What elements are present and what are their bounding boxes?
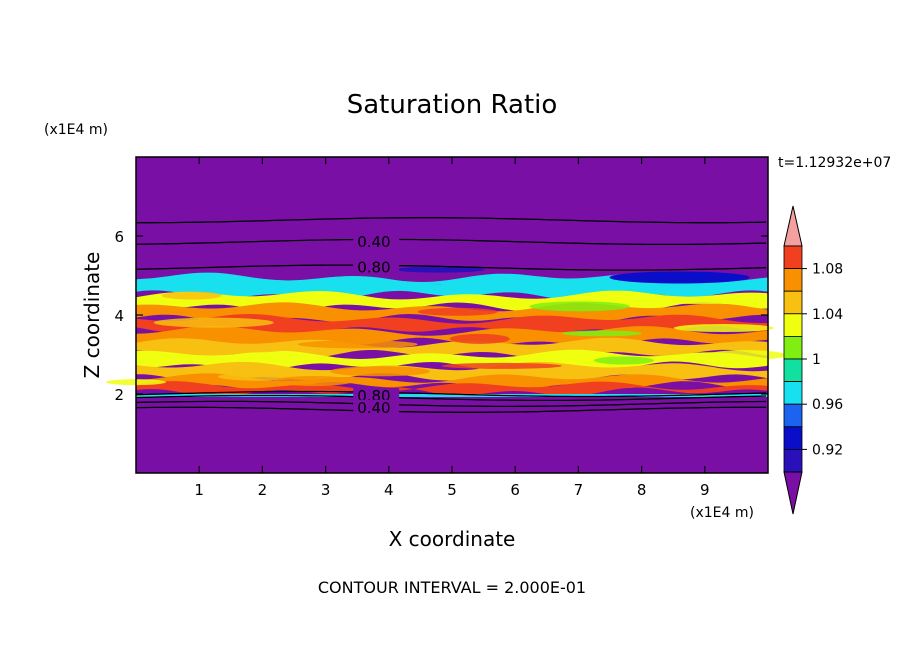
saturation-streak xyxy=(161,291,222,300)
y-tick-label: 4 xyxy=(114,307,124,325)
contour-label-bg xyxy=(353,399,400,414)
contour-label: 0.40 xyxy=(357,233,390,251)
contour-label-bg xyxy=(353,387,400,402)
contour-line xyxy=(135,390,767,398)
colorbar-box xyxy=(783,381,803,405)
chart-title: Saturation Ratio xyxy=(347,90,558,120)
y-unit-label: (x1E4 m) xyxy=(44,122,108,138)
contour-line xyxy=(136,217,767,224)
x-tick-label: 3 xyxy=(321,481,331,499)
x-axis-label: X coordinate xyxy=(389,527,516,551)
dry-pocket xyxy=(609,271,750,284)
contour-label-bg xyxy=(353,259,400,274)
x-tick-label: 4 xyxy=(384,481,394,499)
contour-line xyxy=(135,394,767,402)
x-tick-label: 7 xyxy=(574,481,584,499)
cloud-base-fringe xyxy=(136,394,768,397)
colorbar-tick-label: 1.08 xyxy=(812,262,843,278)
saturation-streak xyxy=(449,333,510,344)
colorbar-box xyxy=(783,403,803,428)
saturation-streak xyxy=(673,324,774,332)
colorbar-tick-label: 0.96 xyxy=(812,397,843,413)
saturation-streak xyxy=(153,317,274,328)
saturation-streak xyxy=(705,350,786,361)
x-tick-label: 6 xyxy=(510,481,520,499)
saturation-streak xyxy=(218,372,298,381)
time-label: t=1.12932e+07 xyxy=(778,155,891,171)
saturation-band xyxy=(136,314,768,336)
saturation-streak xyxy=(417,307,498,316)
x-tick-label: 5 xyxy=(447,481,457,499)
colorbar-box xyxy=(783,268,803,292)
x-tick-label: 8 xyxy=(637,481,647,499)
contour-line xyxy=(135,400,766,408)
colorbar-top-arrow xyxy=(783,205,803,247)
contour-line xyxy=(136,406,766,413)
contour-label: 0.40 xyxy=(357,399,390,417)
colorbar-box xyxy=(783,245,803,270)
colorbar-box xyxy=(783,313,803,337)
colorbar-box xyxy=(783,358,803,383)
colorbar-bottom-arrow xyxy=(783,471,803,515)
x-tick-label: 1 xyxy=(194,481,204,499)
x-tick-label: 2 xyxy=(258,481,268,499)
colorbar-tick-label: 1.04 xyxy=(812,307,843,323)
saturation-streak xyxy=(297,340,418,349)
colorbar-box xyxy=(783,335,803,360)
y-axis-label: Z coordinate xyxy=(80,252,104,379)
dry-pocket xyxy=(394,266,485,273)
saturation-band xyxy=(136,349,768,372)
contour-label: 0.80 xyxy=(357,259,390,277)
x-tick-label: 9 xyxy=(700,481,710,499)
contour-line xyxy=(135,264,767,271)
colorbar-tick-label: 0.92 xyxy=(812,442,843,458)
saturation-streak xyxy=(273,376,354,386)
x-unit-label: (x1E4 m) xyxy=(690,505,754,521)
saturation-streak xyxy=(441,362,562,369)
colorbar-box xyxy=(783,290,803,315)
saturation-streak xyxy=(305,314,366,321)
contour-line xyxy=(136,238,767,246)
y-tick-label: 6 xyxy=(114,228,124,246)
colorbar-box xyxy=(783,448,803,473)
saturation-streak xyxy=(529,301,630,312)
y-tick-label: 2 xyxy=(114,386,124,404)
saturation-streak xyxy=(185,346,286,353)
saturation-streak xyxy=(593,356,654,365)
saturation-streak xyxy=(641,298,762,304)
contour-label-bg xyxy=(353,233,400,248)
saturation-streak xyxy=(330,366,430,377)
contour-interval-label: CONTOUR INTERVAL = 2.000E-01 xyxy=(318,578,586,597)
saturation-streak xyxy=(561,330,642,337)
colorbar-box xyxy=(783,426,803,450)
colorbar-tick-label: 1 xyxy=(812,352,821,368)
